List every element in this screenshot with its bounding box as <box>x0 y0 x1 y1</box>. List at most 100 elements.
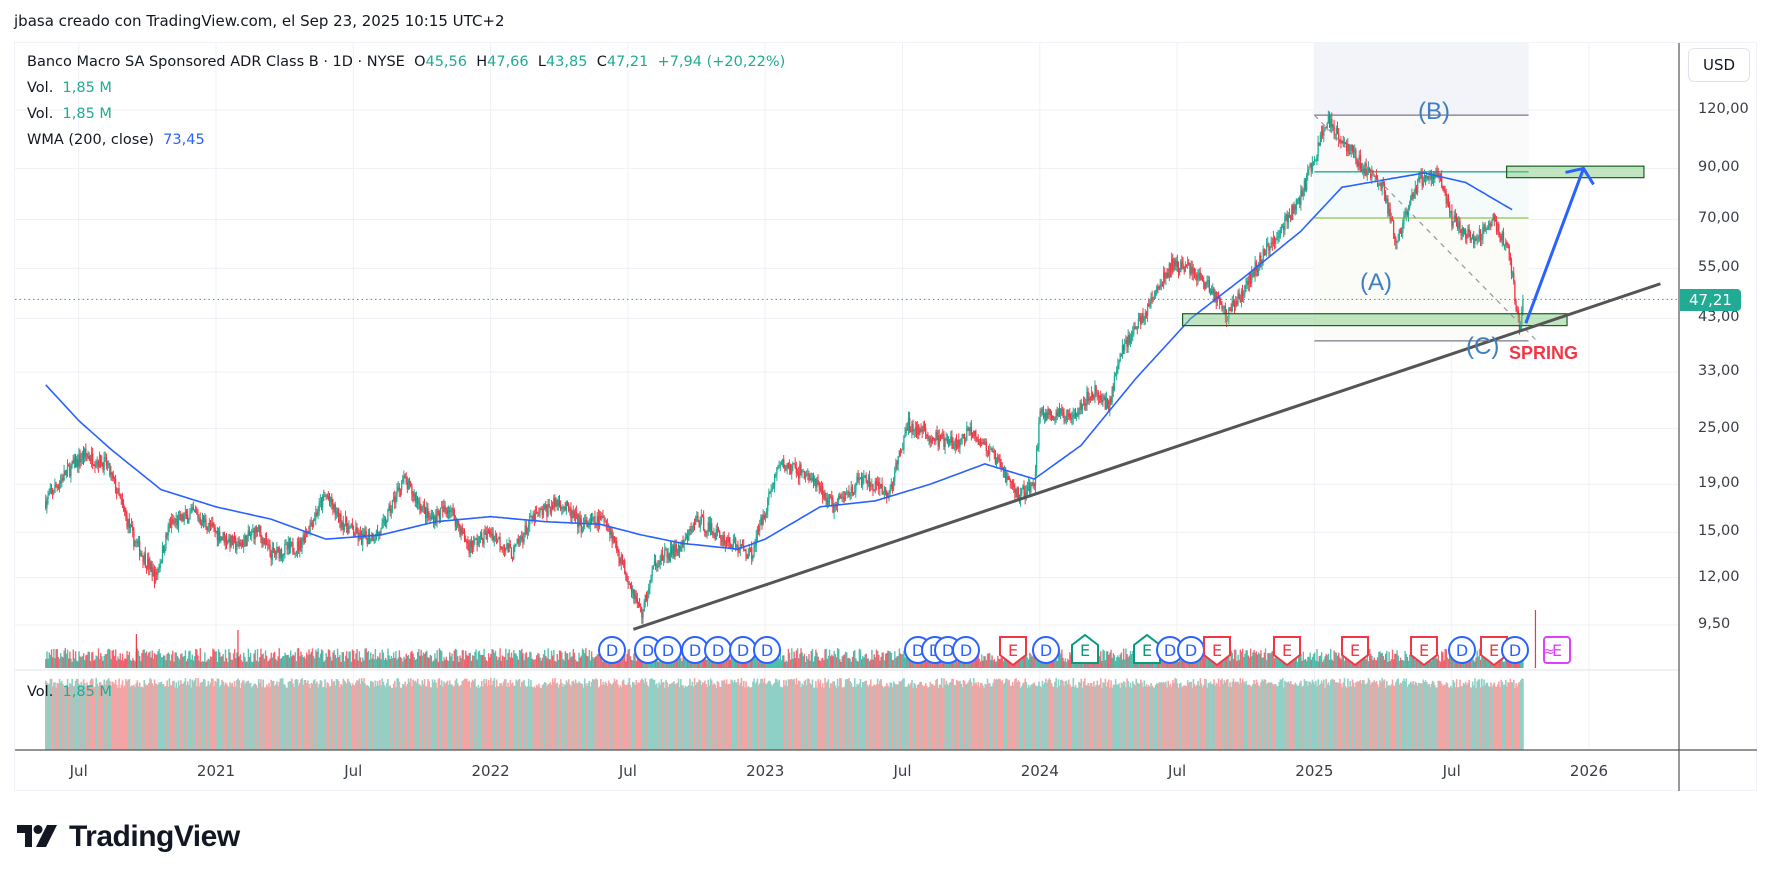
volume-bar <box>595 656 597 668</box>
volume-pane-bar <box>1035 686 1038 750</box>
volume-bar <box>262 653 264 668</box>
volume-pane-bar <box>1103 682 1106 750</box>
volume-pane-bar <box>1355 682 1357 750</box>
volume-bar <box>94 659 96 668</box>
volume-pane-bar <box>276 681 278 750</box>
volume-bar <box>383 659 386 668</box>
volume-pane-bar <box>1254 683 1257 750</box>
candle-body <box>1041 409 1044 413</box>
volume-bar <box>1184 658 1187 668</box>
volume-pane-bar <box>857 685 860 750</box>
volume-bar <box>636 656 639 668</box>
volume-bar <box>1125 648 1127 668</box>
candle-body <box>1373 175 1375 177</box>
volume-pane-bar <box>902 679 904 750</box>
candle-body <box>281 555 284 557</box>
volume-bar <box>1119 654 1121 668</box>
volume-bar <box>839 659 841 668</box>
volume-bar <box>1000 657 1002 668</box>
volume-pane-bar <box>1045 678 1047 750</box>
volume-pane-bar <box>415 682 418 750</box>
volume-bar <box>1122 648 1125 668</box>
volume-pane-bar <box>135 682 138 750</box>
volume-bar <box>553 650 555 668</box>
volume-bar <box>84 660 86 668</box>
candle-body <box>521 536 523 539</box>
volume-bar <box>154 654 157 668</box>
volume-pane-bar <box>1249 685 1252 750</box>
volume-pane-bar <box>643 683 646 750</box>
candle-body <box>720 537 722 540</box>
candle-body <box>685 535 688 537</box>
volume-bar <box>476 659 478 668</box>
candle-body <box>1167 273 1169 278</box>
volume-bar <box>867 658 870 668</box>
volume-bar <box>1390 658 1393 668</box>
volume-pane-bar <box>226 685 229 750</box>
volume-bar <box>193 656 196 668</box>
volume-pane-bar <box>955 680 958 750</box>
volume-bar <box>362 657 364 668</box>
volume-pane-bar <box>1069 684 1071 750</box>
candle-body <box>937 434 939 447</box>
candle-body <box>1291 205 1293 221</box>
volume-pane-bar <box>1073 687 1076 750</box>
volume-bar <box>831 654 833 668</box>
volume-bar <box>546 658 548 668</box>
volume-bar <box>1344 657 1347 668</box>
volume-pane-bar <box>1096 680 1099 750</box>
volume-pane-bar <box>1315 680 1317 750</box>
volume-pane-bar <box>1198 685 1200 750</box>
volume-pane-bar <box>1062 681 1064 750</box>
candle-body <box>57 486 60 489</box>
candle-body <box>1374 175 1376 177</box>
volume-pane-bar <box>1325 679 1327 750</box>
volume-pane-bar <box>868 684 871 750</box>
candle-body <box>1316 156 1318 160</box>
candle-body <box>590 518 593 521</box>
candle-body <box>1295 199 1298 210</box>
candle-body <box>1072 414 1074 418</box>
volume-pane-bar <box>866 684 869 750</box>
volume-pane-bar <box>815 681 817 750</box>
volume-bar <box>1233 649 1236 668</box>
candle-body <box>618 551 620 560</box>
volume-pane-bar <box>575 682 578 750</box>
volume-pane-bar <box>1021 686 1023 750</box>
candle-body <box>707 522 709 530</box>
volume-pane-bar <box>398 681 401 750</box>
candle-body <box>648 588 650 595</box>
candle-body <box>1302 192 1304 196</box>
volume-pane-bar <box>1185 686 1188 750</box>
volume-bar <box>1177 661 1180 668</box>
volume-bar <box>103 655 105 668</box>
candle-body <box>296 541 299 552</box>
volume-bar <box>576 661 578 668</box>
volume-bar <box>1141 661 1143 668</box>
volume-bar <box>455 649 458 668</box>
volume-bar <box>1316 649 1318 668</box>
candle-body <box>376 530 379 535</box>
candle-body <box>1390 217 1392 221</box>
candle-body <box>651 569 653 576</box>
volume-bar <box>269 658 271 668</box>
candle-body <box>705 531 707 533</box>
volume-bar <box>481 655 483 668</box>
volume-pane-bar <box>113 684 116 750</box>
candle-body <box>892 481 895 489</box>
candle-body <box>991 448 993 452</box>
volume-bar <box>109 649 111 668</box>
candle-body <box>926 434 928 437</box>
volume-pane-bar <box>168 678 171 750</box>
volume-bar <box>322 650 324 668</box>
volume-pane-bar <box>220 684 222 750</box>
candle-body <box>569 507 571 511</box>
candle-body <box>886 490 888 498</box>
candle-body <box>415 497 418 503</box>
candle-body <box>454 519 457 527</box>
candle-body <box>541 509 544 516</box>
candle-body <box>121 499 124 505</box>
candle-body <box>466 540 468 544</box>
candle-body <box>628 584 630 586</box>
